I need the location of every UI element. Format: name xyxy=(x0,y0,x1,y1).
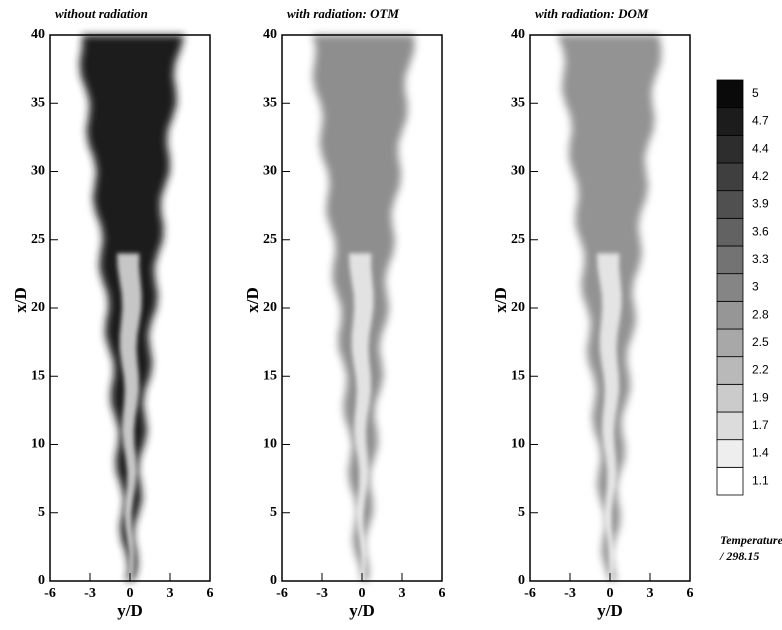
y-tick-label: 10 xyxy=(511,437,525,452)
colorbar-swatch xyxy=(716,217,744,247)
colorbar-title: / 298.15 xyxy=(719,549,759,563)
y-tick-label: 40 xyxy=(31,27,45,42)
colorbar-swatch xyxy=(716,162,744,192)
x-tick-label: -6 xyxy=(276,586,288,601)
colorbar-swatch xyxy=(716,79,744,109)
x-tick-label: 0 xyxy=(359,586,366,601)
x-axis-label: y/D xyxy=(597,601,623,620)
colorbar-label: 1.9 xyxy=(752,390,769,404)
colorbar-label: 4.7 xyxy=(752,114,769,128)
y-tick-label: 25 xyxy=(31,232,45,247)
x-tick-label: -3 xyxy=(316,586,328,601)
y-tick-label: 25 xyxy=(511,232,525,247)
x-tick-label: 6 xyxy=(207,586,214,601)
x-tick-label: 0 xyxy=(607,586,614,601)
x-tick-label: 6 xyxy=(687,586,694,601)
x-tick-label: 3 xyxy=(647,586,654,601)
colorbar-label: 4.2 xyxy=(752,169,769,183)
y-tick-label: 40 xyxy=(263,27,277,42)
x-tick-label: -6 xyxy=(524,586,536,601)
y-tick-label: 5 xyxy=(270,505,277,520)
colorbar-swatch xyxy=(716,328,744,358)
colorbar-label: 1.7 xyxy=(752,418,769,432)
y-tick-label: 0 xyxy=(38,573,45,588)
x-tick-label: 3 xyxy=(167,586,174,601)
panel-title: without radiation xyxy=(55,6,148,21)
y-tick-label: 25 xyxy=(263,232,277,247)
y-tick-label: 35 xyxy=(511,95,525,110)
colorbar-title: Temperature xyxy=(720,533,782,547)
y-tick-label: 0 xyxy=(518,573,525,588)
y-tick-label: 35 xyxy=(31,95,45,110)
colorbar-swatch xyxy=(716,134,744,164)
colorbar-swatch xyxy=(716,466,744,496)
y-axis-label: x/D xyxy=(11,287,30,313)
y-tick-label: 15 xyxy=(511,368,525,383)
x-axis-label: y/D xyxy=(117,601,143,620)
y-tick-label: 15 xyxy=(263,368,277,383)
colorbar-label: 3 xyxy=(752,280,759,294)
colorbar-swatch xyxy=(716,300,744,330)
x-axis-label: y/D xyxy=(349,601,375,620)
colorbar-swatch xyxy=(716,273,744,302)
colorbar-swatch xyxy=(716,245,744,275)
y-tick-label: 15 xyxy=(31,368,45,383)
x-tick-label: -3 xyxy=(84,586,96,601)
colorbar-label: 2.5 xyxy=(752,335,769,349)
x-tick-label: -6 xyxy=(44,586,56,601)
plume-core xyxy=(348,253,374,581)
y-tick-label: 10 xyxy=(31,437,45,452)
x-tick-label: -3 xyxy=(564,586,576,601)
x-tick-label: 6 xyxy=(439,586,446,601)
y-tick-label: 20 xyxy=(31,300,45,315)
colorbar-label: 2.2 xyxy=(752,363,769,377)
colorbar-swatch xyxy=(716,356,744,385)
y-tick-label: 40 xyxy=(511,27,525,42)
y-tick-label: 30 xyxy=(263,164,277,179)
y-tick-label: 5 xyxy=(518,505,525,520)
colorbar-label: 2.8 xyxy=(752,307,769,321)
y-tick-label: 5 xyxy=(38,505,45,520)
y-tick-label: 20 xyxy=(263,300,277,315)
colorbar-swatch xyxy=(716,411,744,441)
y-tick-label: 30 xyxy=(511,164,525,179)
y-axis-label: x/D xyxy=(491,287,510,313)
x-tick-label: 3 xyxy=(399,586,406,601)
plume-core xyxy=(116,253,142,581)
panel-title: with radiation: OTM xyxy=(287,6,399,21)
plume-core xyxy=(596,253,622,581)
colorbar-label: 1.4 xyxy=(752,446,769,460)
y-tick-label: 35 xyxy=(263,95,277,110)
colorbar-swatch xyxy=(716,107,744,136)
colorbar-label: 4.4 xyxy=(752,141,769,155)
y-tick-label: 20 xyxy=(511,300,525,315)
colorbar-label: 3.6 xyxy=(752,224,769,238)
y-tick-label: 30 xyxy=(31,164,45,179)
panel-title: with radiation: DOM xyxy=(535,6,649,21)
colorbar-label: 3.9 xyxy=(752,197,769,211)
colorbar-label: 1.1 xyxy=(752,473,769,487)
x-tick-label: 0 xyxy=(127,586,134,601)
y-tick-label: 0 xyxy=(270,573,277,588)
colorbar-label: 5 xyxy=(752,86,759,100)
y-axis-label: x/D xyxy=(243,287,262,313)
colorbar-swatch xyxy=(716,190,744,219)
colorbar-label: 3.3 xyxy=(752,252,769,266)
colorbar-swatch xyxy=(716,439,744,468)
colorbar-swatch xyxy=(716,383,744,413)
y-tick-label: 10 xyxy=(263,437,277,452)
